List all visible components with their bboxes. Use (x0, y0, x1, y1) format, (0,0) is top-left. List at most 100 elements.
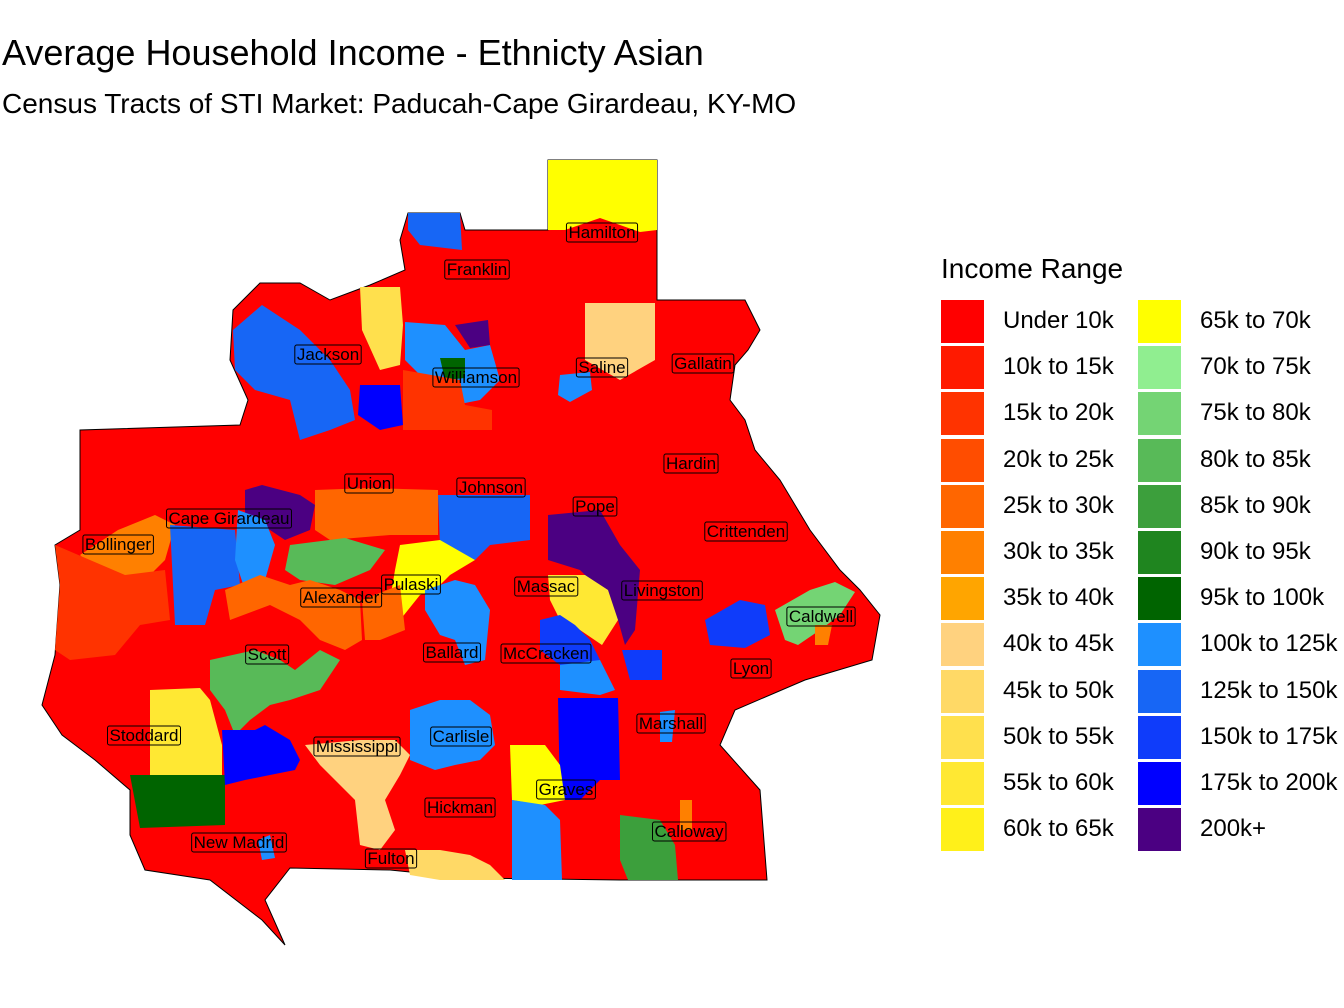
tract-region (225, 575, 362, 650)
county-name: Caldwell (789, 607, 853, 626)
tract-region (408, 213, 462, 250)
tract-region (560, 660, 615, 695)
county-label: Mississippi (313, 736, 401, 757)
tract-region (512, 800, 562, 880)
county-name: Hardin (666, 454, 716, 473)
tract-region (510, 745, 565, 805)
legend-swatch (1138, 715, 1181, 759)
county-name: Cape Girardeau (169, 509, 290, 528)
tract-region (55, 545, 170, 660)
legend-label: 90k to 95k (1200, 537, 1311, 565)
legend-swatch (941, 346, 984, 390)
tract-region (305, 740, 410, 850)
tract-region (438, 495, 530, 560)
tract-region (548, 160, 657, 232)
legend-swatch (941, 715, 984, 759)
county-label: McCracken (500, 643, 592, 664)
county-name: Marshall (639, 714, 703, 733)
legend-label: 35k to 40k (1003, 584, 1114, 612)
county-label: Scott (245, 644, 290, 665)
legend-swatch (941, 577, 984, 621)
legend-label: 15k to 20k (1003, 399, 1114, 427)
legend-swatch (1138, 530, 1181, 574)
legend-label: 50k to 55k (1003, 722, 1114, 750)
county-label: Williamson (432, 367, 520, 388)
legend-swatch (941, 392, 984, 436)
county-label: Franklin (444, 259, 510, 280)
tract-region (390, 540, 475, 620)
county-name: Stoddard (110, 726, 179, 745)
legend-label: 175k to 200k (1200, 768, 1338, 796)
tract-region (130, 775, 225, 828)
legend-swatch (941, 808, 984, 852)
county-name: Bollinger (85, 535, 151, 554)
legend-swatch (941, 438, 984, 482)
county-name: Graves (539, 780, 594, 799)
county-label: Cape Girardeau (166, 508, 292, 529)
tract-region (540, 615, 600, 665)
legend-swatch (1138, 438, 1181, 482)
county-name: McCracken (503, 644, 589, 663)
legend-label: 65k to 70k (1200, 307, 1311, 334)
tract-region (775, 582, 855, 645)
tract-region (170, 525, 240, 625)
tract-region (815, 625, 832, 645)
tract-region (258, 835, 275, 860)
county-name: Gallatin (674, 354, 732, 373)
county-label: Carlisle (430, 726, 492, 747)
county-label: Massac (514, 576, 579, 597)
county-name: Jackson (297, 345, 359, 364)
legend-label: 25k to 30k (1003, 491, 1114, 519)
county-name: Fulton (367, 849, 414, 868)
legend-swatch (941, 669, 984, 713)
county-label: Saline (575, 357, 629, 378)
legend-label: 10k to 15k (1003, 353, 1114, 381)
county-label: Graves (536, 779, 596, 800)
legend-label: 100k to 125k (1200, 630, 1338, 658)
tract-region (360, 287, 403, 370)
legend-swatch (1138, 346, 1181, 390)
county-name: Carlisle (433, 727, 490, 746)
tract-region (362, 585, 405, 640)
county-name: Crittenden (707, 522, 785, 541)
county-name: Hickman (427, 798, 493, 817)
county-label: Livingston (621, 580, 703, 601)
tract-region (285, 538, 385, 585)
county-label: Alexander (300, 587, 383, 608)
county-name: Ballard (426, 643, 479, 662)
county-label: Bollinger (82, 534, 154, 555)
tract-region (548, 510, 640, 645)
county-label: Johnson (456, 477, 526, 498)
legend-label: 150k to 175k (1200, 722, 1338, 750)
county-label: Pulaski (381, 574, 441, 595)
county-name: Calloway (655, 822, 724, 841)
county-name: Pope (575, 497, 615, 516)
legend-label: 125k to 150k (1200, 676, 1338, 704)
map-title: Average Household Income - Ethnicty Asia… (2, 32, 704, 73)
choropleth-map: Hamilton Franklin Jackson Williamson Saline G… (41, 159, 881, 946)
legend-label: 20k to 25k (1003, 445, 1114, 473)
county-name: Alexander (303, 588, 380, 607)
legend-swatch (1138, 577, 1181, 621)
tract-region (150, 688, 222, 775)
legend-swatch (941, 530, 984, 574)
legend-label: 70k to 75k (1200, 353, 1311, 381)
county-name: Massac (517, 577, 576, 596)
tract-region (660, 710, 675, 742)
legend-label: 45k to 50k (1003, 676, 1114, 704)
tract-region (358, 385, 403, 430)
county-name: Hamilton (568, 223, 635, 242)
tract-region (548, 575, 618, 645)
county-label: Pope (572, 496, 618, 517)
legend-label: 60k to 65k (1003, 815, 1114, 843)
county-label: Gallatin (671, 353, 735, 374)
county-label: Marshall (636, 713, 706, 734)
tract-region (440, 358, 465, 380)
county-name: Johnson (459, 478, 523, 497)
county-name: Union (347, 474, 391, 493)
county-name: New Madrid (194, 833, 285, 852)
legend-label: 95k to 100k (1200, 584, 1325, 612)
county-label: Fulton (364, 848, 418, 869)
tract-region (233, 305, 355, 440)
legend-title: Income Range (941, 253, 1124, 284)
